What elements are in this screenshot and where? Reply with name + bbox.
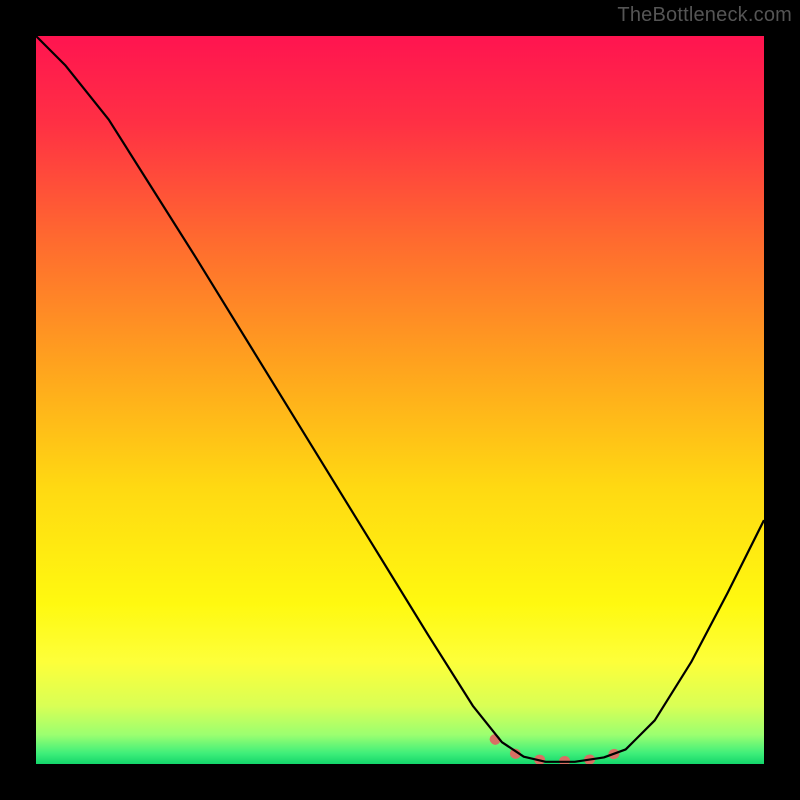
curve-layer (36, 36, 764, 764)
bottleneck-curve (36, 36, 764, 762)
chart-frame: TheBottleneck.com (0, 0, 800, 800)
watermark-text: TheBottleneck.com (617, 4, 792, 27)
plot-area (36, 36, 764, 764)
